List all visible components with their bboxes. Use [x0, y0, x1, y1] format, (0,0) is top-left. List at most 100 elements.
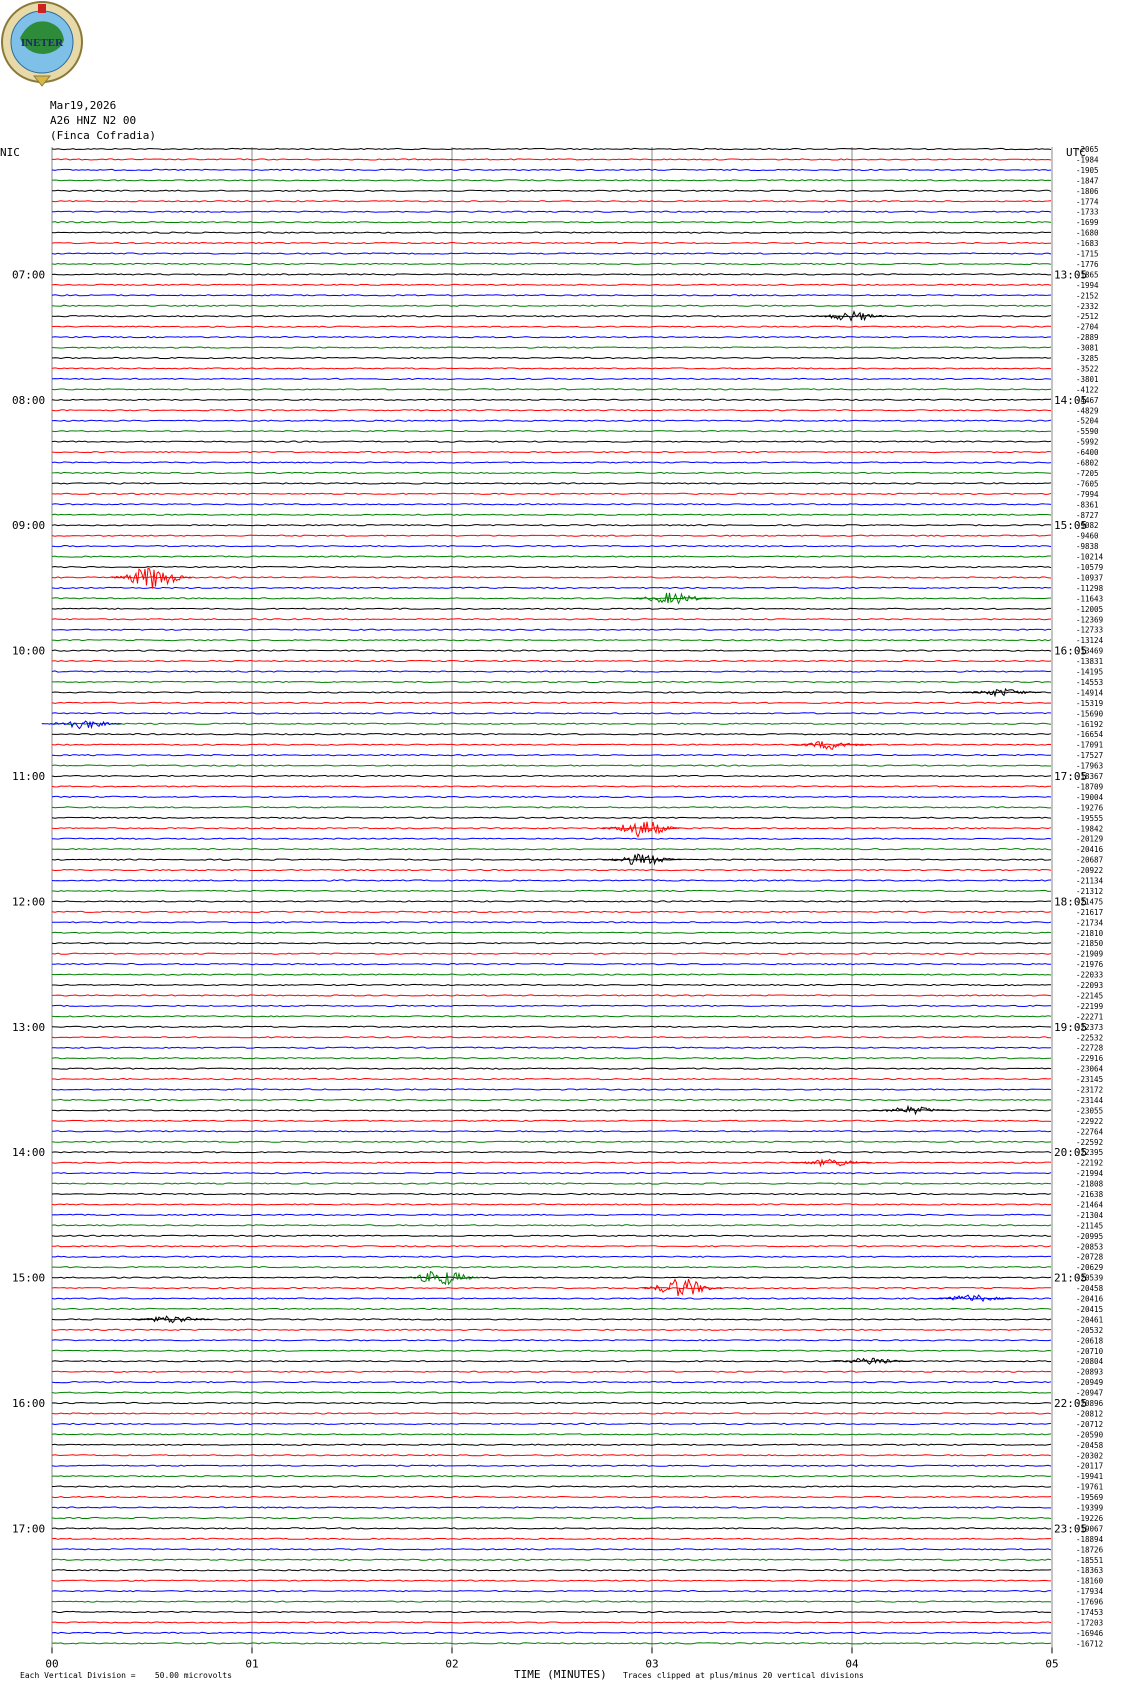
trace-line [51, 670, 1052, 673]
trace-value-label: -18160 [1076, 1577, 1104, 1586]
trace-value-label: -16192 [1076, 720, 1103, 729]
trace-line [51, 168, 1052, 172]
x-axis-label: TIME (MINUTES) [514, 1668, 607, 1681]
trace-value-label: -12005 [1076, 605, 1103, 614]
trace-value-label: -19004 [1076, 793, 1104, 802]
trace-line [51, 221, 1052, 224]
trace-value-label: -13831 [1076, 657, 1103, 666]
trace-value-label: -20710 [1076, 1347, 1104, 1356]
trace-line [51, 973, 1052, 976]
trace-value-label: -20618 [1076, 1336, 1104, 1345]
trace-value-label: -4122 [1076, 385, 1099, 394]
trace-line [51, 492, 1052, 495]
right-hour-label: 23:05 [1054, 1522, 1087, 1535]
trace-line [51, 628, 1052, 631]
trace-line [51, 576, 1052, 579]
trace-line [51, 273, 1052, 276]
left-hour-label: 13:00 [12, 1021, 45, 1034]
trace-line [51, 1140, 1052, 1143]
trace-value-label: -21312 [1076, 887, 1103, 896]
left-hour-label: 17:00 [12, 1522, 45, 1535]
trace-value-label: -1715 [1076, 250, 1099, 259]
trace-value-label: -23172 [1076, 1086, 1103, 1095]
trace-line [51, 565, 1052, 569]
trace-line [51, 503, 1052, 506]
x-tick-label: 05 [1045, 1657, 1058, 1670]
trace-line [51, 1276, 1052, 1279]
trace-line [51, 544, 1052, 548]
trace-line [51, 1130, 1052, 1133]
trace-value-label: -19555 [1076, 814, 1103, 823]
trace-line [51, 837, 1052, 840]
trace-value-label: -10214 [1076, 553, 1104, 562]
trace-value-label: -20922 [1076, 866, 1103, 875]
trace-line [51, 1610, 1052, 1614]
trace-value-label: -9838 [1076, 542, 1099, 551]
trace-line [51, 1558, 1052, 1561]
trace-value-label: -20458 [1076, 1284, 1104, 1293]
trace-line [51, 1286, 1051, 1290]
seismic-event [791, 741, 872, 750]
trace-value-label: -19761 [1076, 1483, 1103, 1492]
trace-line [51, 659, 1052, 663]
trace-line [51, 1328, 1052, 1331]
trace-value-label: -21475 [1076, 897, 1103, 906]
trace-line [51, 367, 1052, 370]
trace-line [51, 1088, 1052, 1091]
trace-line [51, 733, 1052, 736]
trace-value-label: -5992 [1076, 438, 1099, 447]
trace-value-label: -21304 [1076, 1211, 1104, 1220]
trace-value-label: -19941 [1076, 1472, 1103, 1481]
seismic-event [871, 1104, 952, 1116]
trace-line [51, 377, 1052, 381]
trace-value-label: -21464 [1076, 1200, 1104, 1209]
trace-line [51, 1443, 1052, 1446]
trace-value-label: -21810 [1076, 929, 1104, 938]
left-hour-label: 07:00 [12, 268, 45, 281]
trace-value-label: -5204 [1076, 417, 1099, 426]
trace-value-label: -22199 [1076, 1002, 1103, 1011]
trace-value-label: -20458 [1076, 1441, 1104, 1450]
trace-line [52, 680, 1052, 684]
trace-value-label: -15319 [1076, 699, 1103, 708]
trace-value-label: -20687 [1076, 856, 1103, 865]
trace-value-label: -16654 [1076, 730, 1104, 739]
trace-value-label: -22395 [1076, 1148, 1103, 1157]
seismic-event [831, 1357, 912, 1365]
trace-line [51, 388, 1052, 391]
trace-value-label: -20995 [1076, 1232, 1103, 1241]
trace-value-label: -22145 [1076, 991, 1103, 1000]
seismic-event [631, 592, 712, 605]
trace-line [51, 1631, 1052, 1635]
trace-line [51, 315, 1052, 318]
trace-value-label: -22916 [1076, 1054, 1104, 1063]
trace-line [51, 325, 1052, 328]
trace-value-label: -20302 [1076, 1451, 1103, 1460]
trace-value-label: -17934 [1076, 1587, 1104, 1596]
trace-line [51, 1015, 1052, 1018]
trace-value-label: -22532 [1076, 1033, 1103, 1042]
trace-value-label: -15690 [1076, 709, 1104, 718]
trace-line [51, 440, 1052, 443]
trace-line [51, 743, 1052, 746]
trace-value-label: -22192 [1076, 1159, 1103, 1168]
trace-value-label: -6400 [1076, 448, 1099, 457]
right-hour-label: 22:05 [1054, 1397, 1087, 1410]
seismic-event [811, 310, 892, 322]
trace-value-label: -18894 [1076, 1535, 1104, 1544]
trace-line [51, 1360, 1052, 1363]
trace-line [51, 1516, 1052, 1520]
trace-value-label: -1847 [1076, 176, 1099, 185]
trace-line [52, 158, 1052, 161]
trace-line [51, 879, 1052, 882]
trace-value-label: -7205 [1076, 469, 1099, 478]
trace-line [51, 962, 1052, 966]
right-hour-label: 18:05 [1054, 895, 1087, 908]
trace-value-label: -22093 [1076, 981, 1103, 990]
trace-value-label: -7994 [1076, 490, 1099, 499]
trace-value-label: -4829 [1076, 406, 1099, 415]
trace-value-label: -19067 [1076, 1524, 1103, 1533]
trace-line [51, 1339, 1052, 1342]
trace-value-label: -14195 [1076, 668, 1103, 677]
trace-value-label: -3081 [1076, 344, 1099, 353]
